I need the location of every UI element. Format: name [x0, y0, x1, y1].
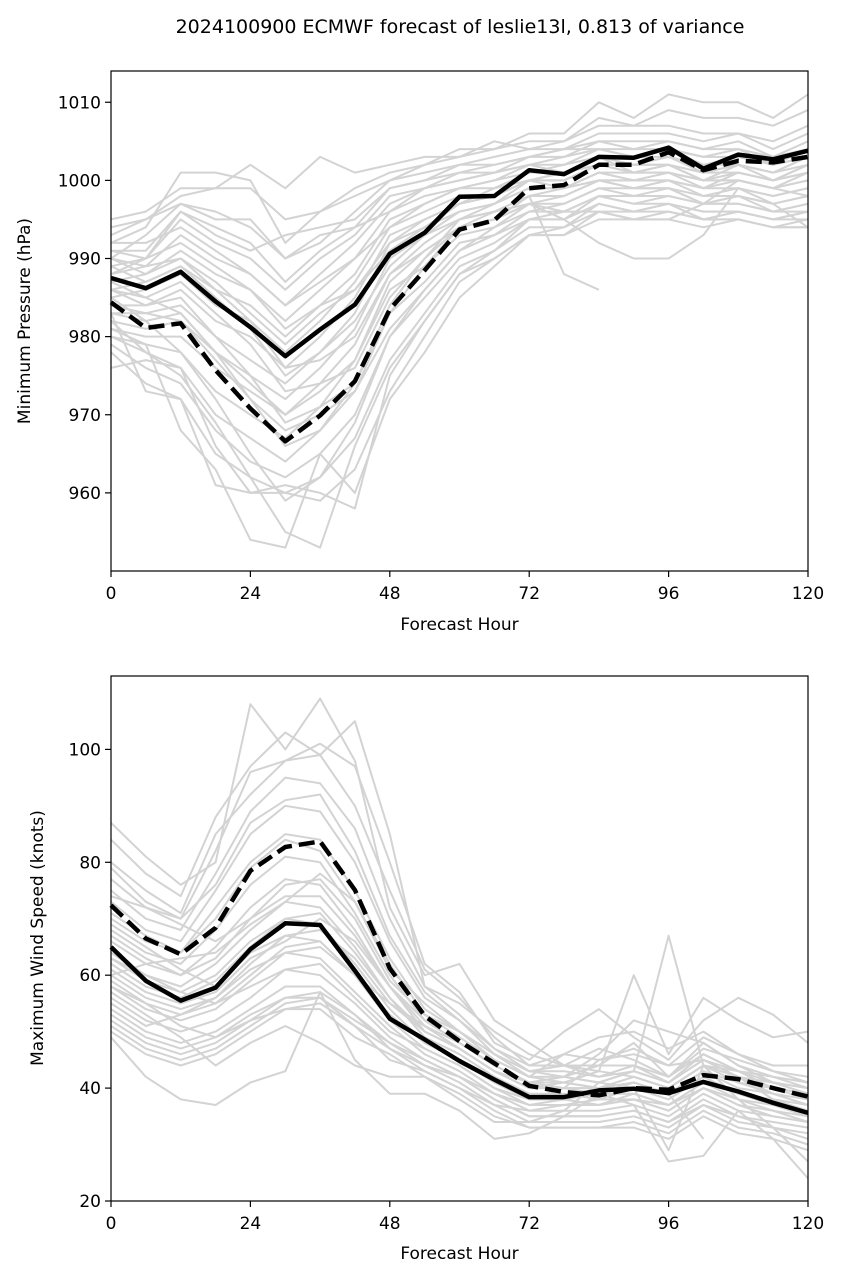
pressure-ensemble-member-line	[110, 148, 809, 260]
wind-ensemble-member-line	[110, 793, 809, 1090]
pressure-ensemble-member-line	[110, 179, 809, 432]
wind-ensemble-member-line	[110, 951, 809, 1123]
wind-ensemble-member-line	[110, 985, 809, 1135]
pressure-ensemble-member-line	[110, 140, 809, 276]
wind-ensemble-member-line	[110, 754, 808, 1067]
pressure-solid-series-line	[110, 145, 809, 359]
pressure-ensemble-member-line	[110, 124, 809, 221]
wind-axes-frame	[110, 675, 809, 1202]
pressure-x-tick-label: 120	[792, 584, 824, 604]
pressure-y-tick-label: 970	[69, 406, 101, 426]
pressure-x-tick-label: 72	[518, 584, 540, 604]
pressure-y-tick-label: 960	[69, 484, 101, 504]
chart-title: 2024100900 ECMWF forecast of leslie13l, …	[176, 16, 745, 38]
wind-y-tick-label: 80	[79, 853, 101, 873]
pressure-ticks: 0 24 48 72 96 120 960 970 980 990 1000 1010	[58, 93, 824, 604]
wind-solid-series-line	[109, 921, 809, 1116]
wind-ensemble-member-line	[110, 878, 809, 1084]
pressure-ensemble-member-line	[110, 155, 809, 330]
pressure-ensemble-member-line	[110, 202, 808, 494]
wind-ensemble-member-line	[110, 912, 705, 1140]
wind-y-tick-label: 40	[79, 1079, 101, 1099]
wind-ensemble-member-line	[110, 776, 809, 1078]
pressure-ensemble-member-line	[110, 202, 809, 479]
pressure-y-tick-label: 1000	[58, 171, 101, 191]
wind-series-group	[109, 697, 809, 1180]
wind-ensemble-member-line	[110, 697, 809, 1101]
pressure-x-axis-label: Forecast Hour	[400, 615, 518, 635]
pressure-ensemble-member-line	[110, 195, 600, 416]
pressure-y-axis-label: Minimum Pressure (hPa)	[15, 218, 35, 424]
pressure-series-group	[109, 93, 809, 549]
wind-x-tick-label: 72	[518, 1214, 540, 1234]
wind-y-axis-label: Maximum Wind Speed (knots)	[28, 810, 48, 1066]
pressure-y-tick-label: 990	[69, 250, 101, 270]
pressure-ensemble-member-line	[111, 171, 809, 369]
wind-ticks: 0 24 48 72 96 120 20 40 60 80 100	[69, 740, 825, 1234]
wind-x-tick-label: 96	[658, 1214, 680, 1234]
pressure-ensemble-member-line	[110, 210, 808, 502]
pressure-x-tick-label: 24	[240, 584, 262, 604]
wind-y-tick-label: 60	[79, 966, 101, 986]
wind-x-tick-label: 24	[240, 1214, 262, 1234]
pressure-ensemble-member-line	[110, 187, 809, 369]
pressure-x-tick-label: 0	[106, 584, 117, 604]
pressure-panel: 0 24 48 72 96 120 960 970 980 990 1000 1010 Forecas…	[15, 70, 824, 635]
wind-ensemble-member-line	[110, 1008, 809, 1152]
wind-x-tick-label: 0	[106, 1214, 117, 1234]
wind-y-tick-label: 20	[79, 1192, 101, 1212]
wind-ensemble-member-line	[110, 996, 809, 1140]
pressure-dashed-series-line	[109, 149, 809, 444]
pressure-x-tick-label: 48	[379, 584, 401, 604]
wind-dashed-series-line	[109, 839, 809, 1099]
wind-ensemble-member-line	[110, 1002, 809, 1123]
wind-ensemble-member-line	[110, 872, 809, 1084]
wind-x-tick-label: 48	[379, 1214, 401, 1234]
wind-ensemble-member-line	[110, 991, 809, 1180]
wind-x-axis-label: Forecast Hour	[400, 1244, 518, 1264]
pressure-ensemble-member-line	[110, 195, 808, 463]
wind-ensemble-member-line	[110, 957, 809, 1112]
wind-ensemble-member-line	[110, 720, 809, 1073]
pressure-y-tick-label: 980	[69, 328, 101, 348]
pressure-axes-frame	[110, 70, 809, 572]
pressure-ensemble-member-line	[110, 93, 809, 237]
wind-ensemble-member-line	[110, 838, 809, 1095]
wind-ensemble-member-line	[110, 742, 809, 1061]
pressure-x-tick-label: 96	[658, 584, 680, 604]
wind-y-tick-label: 100	[69, 740, 101, 760]
pressure-ensemble-member-line	[110, 109, 809, 244]
pressure-ensemble-member-line	[110, 218, 808, 549]
wind-panel: 0 24 48 72 96 120 20 40 60 80 100 Forecast Hour Ma…	[28, 675, 825, 1264]
pressure-ensemble-member-line	[110, 163, 809, 346]
wind-x-tick-label: 120	[792, 1214, 824, 1234]
pressure-y-tick-label: 1010	[58, 93, 101, 113]
